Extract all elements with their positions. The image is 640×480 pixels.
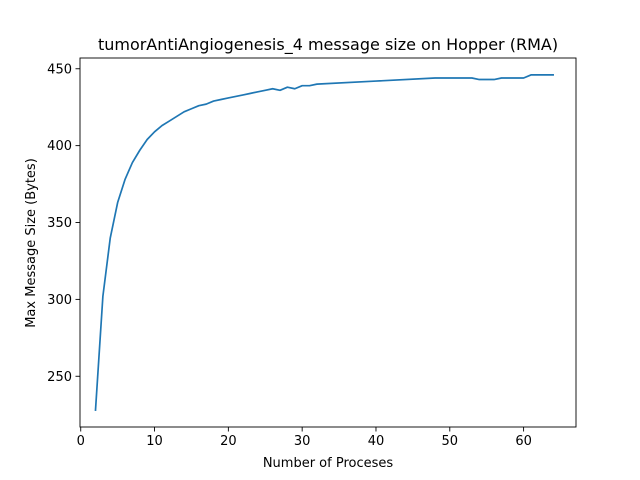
y-axis-label: Max Message Size (Bytes) (24, 158, 39, 328)
y-tick-label: 450 (47, 62, 72, 77)
x-tick-label: 20 (220, 434, 237, 449)
x-tick-label: 10 (146, 434, 163, 449)
x-tick-label: 30 (294, 434, 311, 449)
chart-title: tumorAntiAngiogenesis_4 message size on … (98, 35, 558, 55)
y-tick-label: 250 (47, 370, 72, 385)
y-tick-label: 400 (47, 139, 72, 154)
x-tick-label: 0 (77, 434, 85, 449)
plot-frame (79, 57, 577, 428)
x-axis-label: Number of Proceses (263, 456, 394, 471)
series-line-0 (94, 74, 554, 411)
x-tick-label: 50 (442, 434, 459, 449)
y-tick-label: 350 (47, 216, 72, 231)
plot-area: 0 10 20 30 40 50 60 250 300 350 400 450 (47, 57, 577, 449)
x-tick-label: 60 (515, 434, 532, 449)
y-tick-label: 300 (47, 293, 72, 308)
x-tick-label: 40 (368, 434, 385, 449)
